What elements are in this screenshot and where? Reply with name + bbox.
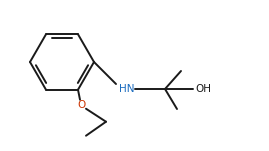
Text: O: O: [78, 100, 86, 110]
Text: OH: OH: [195, 84, 211, 94]
Text: HN: HN: [119, 84, 134, 94]
